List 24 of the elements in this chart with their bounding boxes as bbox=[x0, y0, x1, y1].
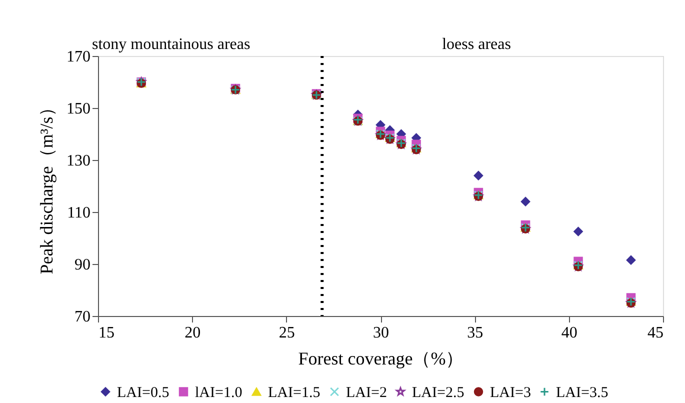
legend-label: LAI=1.5 bbox=[268, 384, 320, 401]
y-tick-label: 170 bbox=[66, 48, 90, 66]
x-tick-label: 25 bbox=[278, 324, 295, 342]
y-tick-label: 110 bbox=[67, 204, 90, 222]
y-tick-label: 70 bbox=[74, 308, 90, 326]
x-tick-label: 35 bbox=[467, 324, 484, 342]
y-tick-label: 150 bbox=[66, 100, 90, 118]
text: loess areas bbox=[442, 36, 511, 53]
legend-label: LAI=2.5 bbox=[412, 384, 464, 401]
legend-label: LAI=3.5 bbox=[556, 384, 608, 401]
y-axis-title: Peak discharge（m³/s） bbox=[36, 98, 56, 274]
x-tick-label: 15 bbox=[98, 324, 114, 342]
legend-label: LAI=3 bbox=[490, 384, 531, 401]
y-tick-label: 130 bbox=[66, 152, 90, 170]
legend-label: lAI=1.0 bbox=[195, 384, 242, 401]
legend-label: LAI=2 bbox=[346, 384, 387, 401]
x-tick-label: 45 bbox=[648, 324, 664, 342]
y-tick-label: 90 bbox=[74, 256, 90, 274]
x-tick-label: 20 bbox=[184, 324, 201, 342]
x-tick-label: 40 bbox=[561, 324, 578, 342]
x-axis-title: Forest coverage（%） bbox=[298, 348, 464, 368]
x-tick-label: 30 bbox=[373, 324, 389, 342]
legend-label: LAI=0.5 bbox=[117, 384, 170, 401]
text: stony mountainous areas bbox=[92, 36, 250, 53]
